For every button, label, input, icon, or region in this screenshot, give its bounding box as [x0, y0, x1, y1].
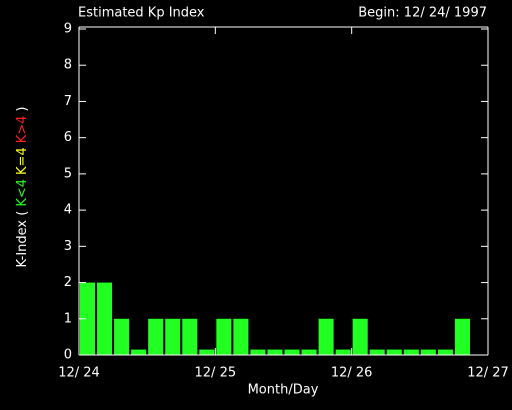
bar: [335, 349, 351, 355]
bar: [233, 318, 249, 355]
bar: [114, 318, 130, 355]
bar: [250, 349, 266, 355]
y-axis-label: K-Index ( K<4 K=4 K>4): [15, 106, 30, 267]
bar: [403, 349, 419, 355]
bar: [437, 349, 453, 355]
x-tick-label: 12/ 25: [195, 366, 237, 381]
y-axis-label-part: ): [15, 106, 30, 111]
bar: [420, 349, 436, 355]
y-axis-label-part: K-Index (: [15, 211, 30, 268]
bar: [97, 282, 113, 355]
bar: [352, 318, 368, 355]
bar: [148, 318, 164, 355]
x-tick-label: 12/ 24: [58, 366, 100, 381]
y-tick-label: 2: [64, 275, 72, 290]
bar: [182, 318, 198, 355]
y-tick-label: 4: [64, 203, 72, 218]
chart-subtitle: Begin: 12/ 24/ 1997: [358, 6, 487, 21]
y-axis-label-part: K<4: [15, 179, 30, 207]
bar: [131, 349, 147, 355]
bar: [454, 318, 470, 355]
x-axis-label: Month/Day: [248, 383, 319, 398]
y-tick-label: 3: [64, 239, 72, 254]
bar: [369, 349, 385, 355]
y-tick-label: 9: [64, 22, 72, 37]
y-axis-label-part: K=4: [15, 147, 30, 175]
y-tick-label: 0: [64, 348, 72, 363]
bar: [165, 318, 181, 355]
bar: [267, 349, 283, 355]
bar: [199, 349, 215, 355]
chart-title: Estimated Kp Index: [78, 6, 205, 21]
bar: [80, 282, 96, 355]
y-axis-label-part: K>4: [15, 116, 30, 144]
x-tick-label: 12/ 27: [467, 366, 509, 381]
x-tick-label: 12/ 26: [331, 366, 373, 381]
y-tick-label: 8: [64, 58, 72, 73]
bar: [318, 318, 334, 355]
y-tick-label: 7: [64, 94, 72, 109]
bar: [386, 349, 402, 355]
y-tick-label: 6: [64, 130, 72, 145]
y-tick-label: 5: [64, 166, 72, 181]
bar: [284, 349, 300, 355]
y-tick-label: 1: [64, 311, 72, 326]
bar: [301, 349, 317, 355]
bar: [216, 318, 232, 355]
